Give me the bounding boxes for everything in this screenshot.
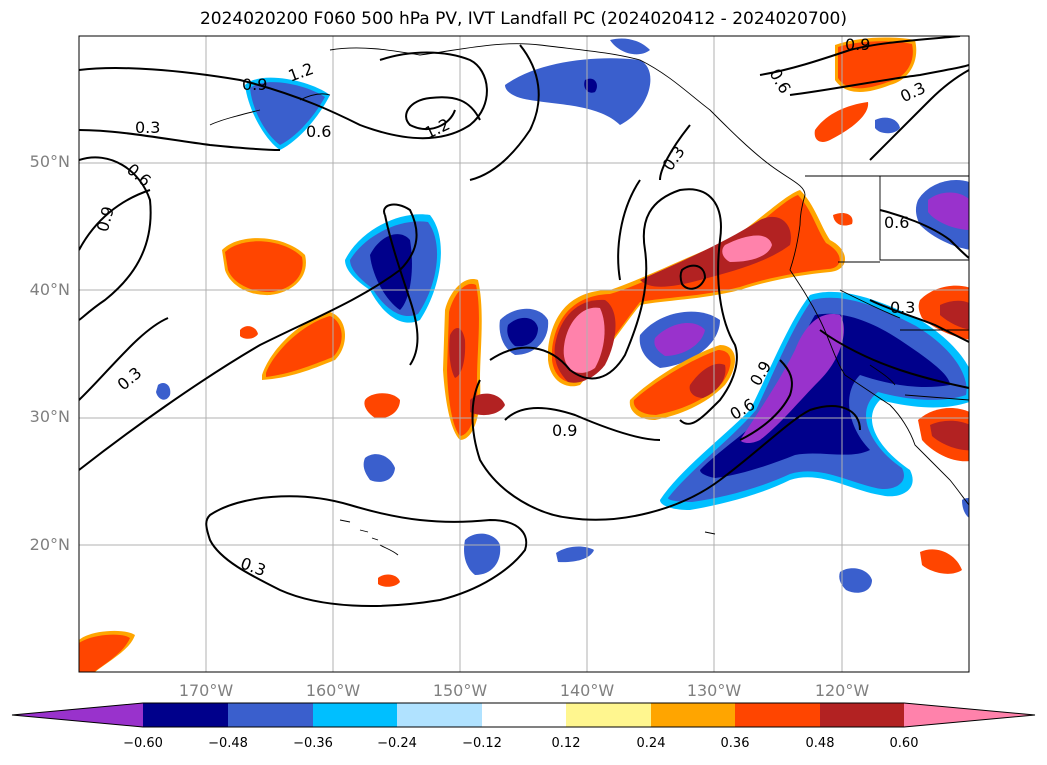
contour-label: 1.2 [286,59,316,86]
colorbar-segment [143,703,228,727]
contour-label: 0.6 [884,213,909,232]
contour-label: 0.3 [238,554,268,581]
colorbar [11,702,1036,728]
contour-label: 0.6 [765,65,794,97]
colorbar-tick: 0.12 [551,736,581,751]
colorbar-segment [228,703,313,727]
contour-label: 0.9 [242,75,267,94]
colorbar-tick: −0.12 [462,736,502,751]
contour-label: 0.9 [93,204,118,234]
lat-label-30n: 30°N [29,407,70,426]
lon-label-160w: 160°W [305,681,361,700]
colorbar-tick: 0.60 [889,736,919,751]
graticule-grid [79,36,969,672]
contour-label: 0.3 [114,363,146,394]
colorbar-tick: −0.36 [293,736,333,751]
lon-label-120w: 120°W [814,681,870,700]
colorbar-extend-max [904,703,1035,727]
contour-label: 0.9 [552,421,577,440]
colorbar-segment [566,703,651,727]
colorbar-tick: 0.48 [805,736,835,751]
colorbar-segment [651,703,735,727]
colorbar-tick: −0.60 [123,736,163,751]
colorbar-segment [397,703,482,727]
contour-label: 0.6 [306,122,331,141]
contour-label: 0.3 [890,298,915,317]
colorbar-segment [313,703,397,727]
colorbar-tick: −0.24 [377,736,417,751]
colorbar-extend-min [12,703,143,727]
colorbar-tick: −0.48 [208,736,248,751]
map-area: 1.2 0.9 0.6 0.3 1.2 0.9 0.6 0.3 0.9 0.3 … [79,35,969,672]
map-frame [78,35,970,673]
colorbar-outline [11,702,1036,728]
chart-title: 2024020200 F060 500 hPa PV, IVT Landfall… [199,9,847,29]
colorbar-segment [482,703,566,727]
lat-label-40n: 40°N [29,280,70,299]
contour-label: 0.6 [123,160,155,191]
lon-label-170w: 170°W [178,681,234,700]
colorbar-tick: 0.24 [636,736,666,751]
colorbar-segment [735,703,820,727]
contour-label: 0.3 [897,78,928,106]
contour-label: 0.9 [845,35,870,54]
lon-label-150w: 150°W [432,681,488,700]
lon-label-130w: 130°W [686,681,742,700]
colorbar-segment [820,703,904,727]
lat-label-20n: 20°N [29,535,70,554]
pv-contours [79,36,969,607]
lon-label-140w: 140°W [559,681,615,700]
contour-label: 0.3 [135,118,160,137]
colorbar-tick: 0.36 [720,736,750,751]
lat-label-50n: 50°N [29,152,70,171]
coastlines [209,43,969,556]
